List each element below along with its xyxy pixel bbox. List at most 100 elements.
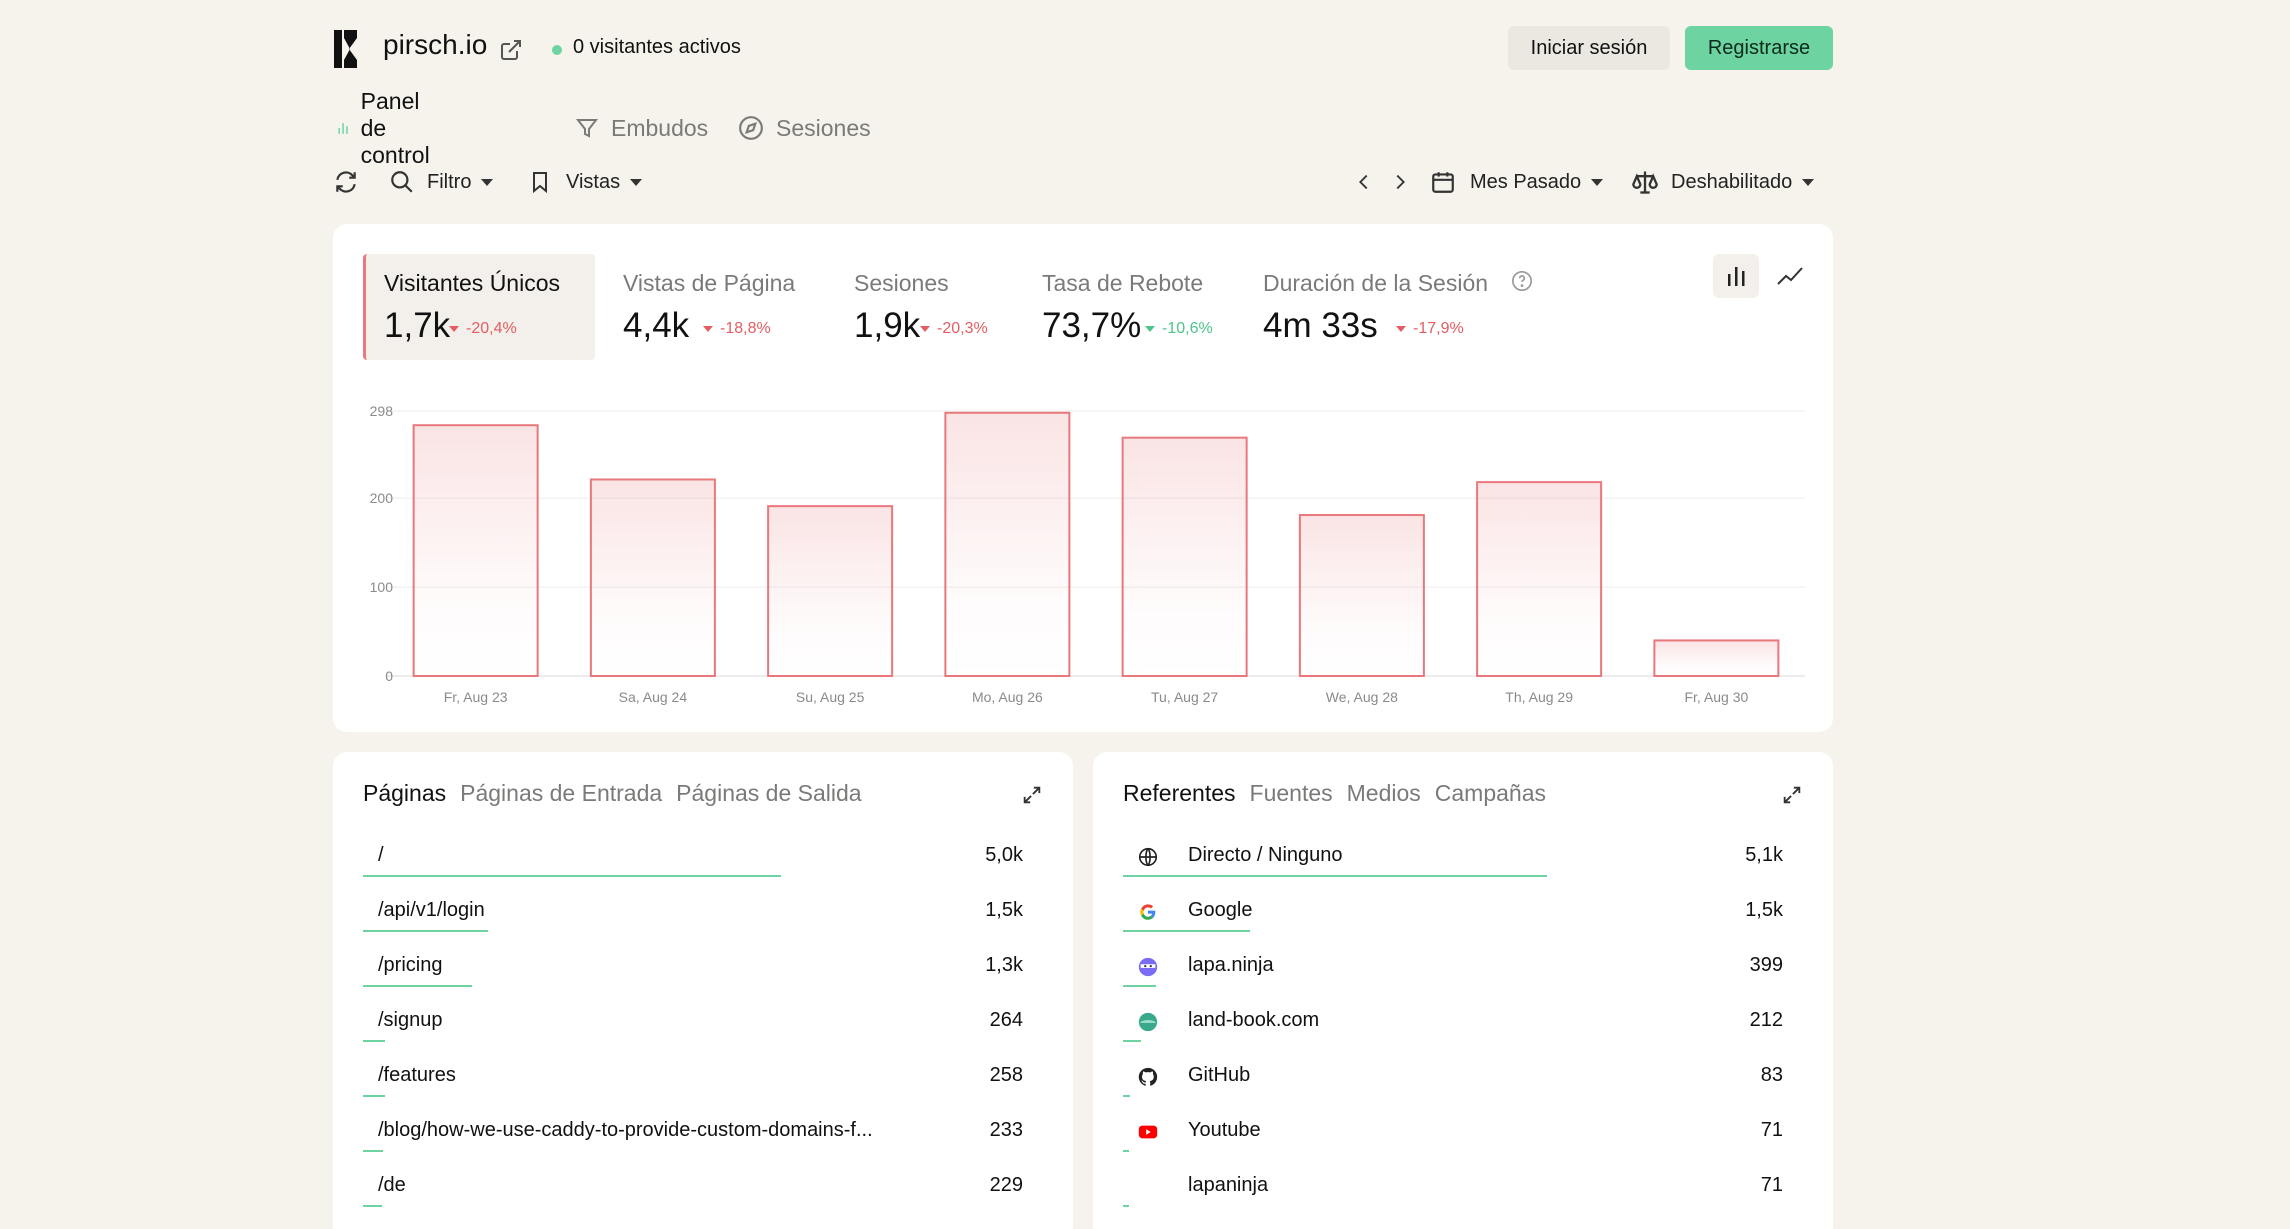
page-path: /api/v1/login <box>378 899 485 921</box>
share-bar <box>1123 1040 1141 1042</box>
tab-sources[interactable]: Fuentes <box>1249 780 1333 806</box>
referrer-row[interactable]: Google 1,5k <box>1123 889 1803 944</box>
metric-unique-visitors[interactable]: Visitantes Únicos 1,7k -20,4% <box>363 254 595 360</box>
page-row[interactable]: /features 258 <box>363 1054 1043 1109</box>
share-bar <box>363 1150 383 1152</box>
page-count: 264 <box>989 1009 1023 1031</box>
land-book-icon <box>1137 1011 1159 1033</box>
share-bar <box>363 875 781 877</box>
google-icon <box>1137 901 1159 923</box>
pages-tabs: Páginas Páginas de Entrada Páginas de Sa… <box>363 780 876 807</box>
next-period-button[interactable] <box>1389 165 1411 199</box>
globe-icon <box>1137 846 1159 868</box>
metric-label: Duración de la Sesión <box>1263 270 1489 296</box>
referrer-row[interactable]: Twitter64 <box>1123 1219 1803 1229</box>
chart-bar[interactable] <box>1653 639 1780 678</box>
page-row[interactable]: /blog/tracking-events-in-vercel-apps/221 <box>363 1219 1043 1229</box>
trend-down-icon <box>920 326 930 332</box>
chart-bar[interactable] <box>944 411 1071 677</box>
page-path: /signup <box>378 1009 443 1031</box>
toolbar: Filtro Vistas Mes Pasado Des <box>333 165 1833 199</box>
bar-chart-toggle[interactable] <box>1713 254 1759 298</box>
x-tick-label: Fr, Aug 23 <box>444 689 508 705</box>
page-count: 5,0k <box>985 844 1023 866</box>
share-bar <box>1123 985 1157 987</box>
tab-exit-pages[interactable]: Páginas de Salida <box>676 780 862 806</box>
live-status-dot <box>552 45 562 55</box>
compare-dropdown[interactable]: Deshabilitado <box>1631 165 1815 199</box>
x-tick-label: Th, Aug 29 <box>1505 689 1573 705</box>
referrer-label: GitHub <box>1188 1064 1251 1086</box>
tab-pages[interactable]: Páginas <box>363 780 447 806</box>
chart-bar[interactable] <box>1121 436 1248 677</box>
tab-dashboard[interactable]: Panel de control <box>338 88 441 168</box>
referrer-row[interactable]: GitHub 83 <box>1123 1054 1803 1109</box>
y-tick-label: 100 <box>370 579 394 595</box>
filter-dropdown[interactable]: Filtro <box>389 165 494 199</box>
referrer-count: 71 <box>1760 1119 1783 1141</box>
share-bar <box>1123 1150 1129 1152</box>
tab-sessions[interactable]: Sesiones <box>738 110 871 146</box>
referrer-row[interactable]: lapa.ninja 399 <box>1123 944 1803 999</box>
x-tick-label: Sa, Aug 24 <box>619 689 688 705</box>
bar-chart-icon <box>338 123 348 134</box>
referrer-count: 399 <box>1749 954 1783 976</box>
tab-campaigns[interactable]: Campañas <box>1434 780 1547 806</box>
page-path: /pricing <box>378 954 443 976</box>
page-path: / <box>378 844 384 866</box>
scale-icon <box>1632 171 1658 194</box>
chart-bar[interactable] <box>589 478 716 677</box>
chart-bar[interactable] <box>767 505 894 677</box>
funnel-icon <box>575 119 599 138</box>
tab-entry-pages[interactable]: Páginas de Entrada <box>460 780 663 806</box>
external-link-icon[interactable] <box>499 38 523 62</box>
metric-session-duration[interactable]: Duración de la Sesión 4m 33s -17,9% <box>1263 254 1533 360</box>
referrers-card: Referentes Fuentes Medios Campañas Direc… <box>1093 752 1833 1229</box>
referrer-count: 71 <box>1760 1174 1783 1196</box>
page-row[interactable]: /signup 264 <box>363 999 1043 1054</box>
help-icon[interactable] <box>1511 270 1533 292</box>
y-tick-label: 0 <box>385 668 393 684</box>
line-chart-toggle[interactable] <box>1767 254 1813 298</box>
referrer-row[interactable]: Directo / Ninguno 5,1k <box>1123 834 1803 889</box>
page-count: 229 <box>989 1174 1023 1196</box>
period-dropdown[interactable]: Mes Pasado <box>1430 165 1604 199</box>
chart-bar[interactable] <box>412 424 539 677</box>
previous-period-button[interactable] <box>1353 165 1375 199</box>
page-row[interactable]: /de 229 <box>363 1164 1043 1219</box>
pirsch-logo-icon[interactable] <box>333 30 359 68</box>
tab-mediums[interactable]: Medios <box>1346 780 1421 806</box>
trend-down-icon <box>1145 326 1155 332</box>
tab-referrers[interactable]: Referentes <box>1123 780 1236 806</box>
referrer-label: lapaninja <box>1188 1174 1269 1196</box>
metric-label: Tasa de Rebote <box>1042 270 1204 296</box>
page-row[interactable]: /blog/how-we-use-caddy-to-provide-custom… <box>363 1109 1043 1164</box>
chart-bar[interactable] <box>1298 514 1425 677</box>
signup-button[interactable]: Registrarse <box>1685 26 1833 70</box>
chevron-left-icon <box>1359 174 1368 190</box>
views-dropdown[interactable]: Vistas <box>528 165 643 199</box>
tab-funnels[interactable]: Embudos <box>575 110 708 146</box>
chart-bar[interactable] <box>1476 481 1603 677</box>
refresh-button[interactable] <box>333 165 359 199</box>
brand-name[interactable]: pirsch.io <box>383 29 488 60</box>
page-row[interactable]: /pricing 1,3k <box>363 944 1043 999</box>
metric-page-views[interactable]: Vistas de Página 4,4k -18,8% <box>623 254 833 360</box>
metric-sessions[interactable]: Sesiones 1,9k -20,3% <box>854 254 1014 360</box>
share-bar <box>1123 930 1251 932</box>
chevron-right-icon <box>1396 174 1405 190</box>
expand-icon[interactable] <box>1021 784 1043 806</box>
metric-label: Sesiones <box>854 270 949 296</box>
page-row[interactable]: / 5,0k <box>363 834 1043 889</box>
referrer-count: 5,1k <box>1745 844 1783 866</box>
referrer-row[interactable]: land-book.com 212 <box>1123 999 1803 1054</box>
metric-bounce-rate[interactable]: Tasa de Rebote 73,7% -10,6% <box>1042 254 1232 360</box>
page-row[interactable]: /api/v1/login 1,5k <box>363 889 1043 944</box>
referrer-row[interactable]: lapaninja 71 <box>1123 1164 1803 1219</box>
referrer-row[interactable]: Youtube 71 <box>1123 1109 1803 1164</box>
metric-value: 1,7k <box>384 306 451 345</box>
pages-card: Páginas Páginas de Entrada Páginas de Sa… <box>333 752 1073 1229</box>
login-button[interactable]: Iniciar sesión <box>1508 26 1670 70</box>
expand-icon[interactable] <box>1781 784 1803 806</box>
page-path: /blog/how-we-use-caddy-to-provide-custom… <box>378 1119 873 1141</box>
